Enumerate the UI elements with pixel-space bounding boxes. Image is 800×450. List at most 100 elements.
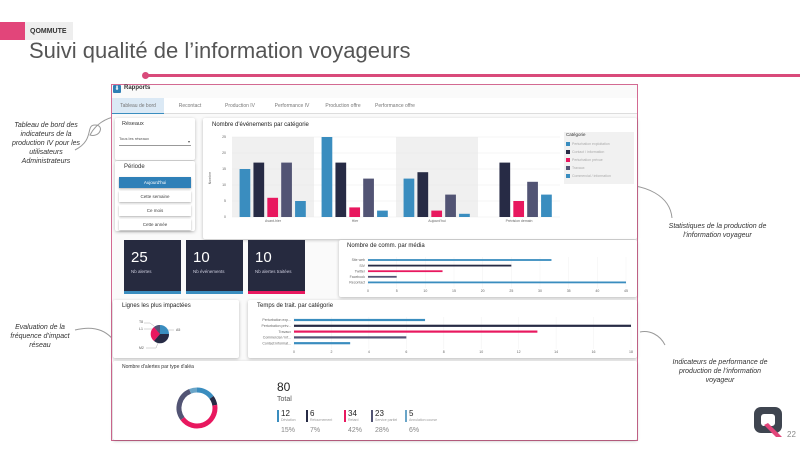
legend-item[interactable]: Travaux — [566, 164, 611, 172]
bar-1-2 — [417, 172, 429, 217]
bar-1-1 — [335, 162, 347, 217]
kpi-nb-evenements[interactable]: 10 Nb événements — [186, 240, 243, 294]
x-tick-label: 12 — [517, 350, 521, 354]
tab-tableau-de-bord[interactable]: Tableau de bord — [112, 98, 164, 114]
legend-label: Travaux — [572, 166, 585, 170]
donut-segment-1 — [209, 395, 218, 406]
period-year-button[interactable]: Cette année — [119, 219, 191, 230]
bar-4 — [294, 342, 351, 345]
bar-3-3 — [527, 181, 538, 217]
tab-performance-iv[interactable]: Performance IV — [274, 103, 310, 109]
alert-type-stat: 12 Déviation 15% — [277, 410, 296, 434]
donut-segment-4 — [189, 387, 198, 394]
tab-recontact[interactable]: Recontact — [178, 103, 202, 109]
x-tick-label: 5 — [396, 289, 398, 293]
donut-segment-0 — [196, 387, 214, 400]
legend-swatch — [566, 150, 570, 154]
alertes-donut — [176, 387, 218, 429]
bar-4-2 — [459, 213, 470, 217]
x-tick-label: 18 — [629, 350, 633, 354]
media-chart-card — [339, 240, 637, 297]
y-tick-label: 20 — [222, 151, 226, 155]
bar-2 — [368, 270, 443, 273]
kpi-nb-alertes-traitees[interactable]: 10 Nb alertes traitées — [248, 240, 305, 294]
x-tick-label: 20 — [481, 289, 485, 293]
bar-0-2 — [403, 178, 415, 217]
legend-item[interactable]: Perturbation prévue — [566, 156, 611, 164]
bar-3 — [294, 336, 407, 339]
stat-percent: 42% — [348, 427, 363, 434]
alert-type-stat: 5 Annulation course 6% — [405, 409, 437, 434]
period-today-button[interactable]: Aujourd'hui — [119, 177, 191, 188]
tab-production-iv[interactable]: Production IV — [224, 103, 256, 109]
lignes-card — [113, 300, 239, 358]
x-tick-label: 0 — [293, 350, 295, 354]
y-tick-label: Perturbation prév... — [261, 324, 291, 328]
legend-label: Commercial / information — [572, 174, 611, 178]
x-tick-label: 0 — [367, 289, 369, 293]
legend-item[interactable]: Perturbation exploitation — [566, 140, 611, 148]
bar-0 — [368, 259, 552, 261]
legend-item[interactable]: Commercial / information — [566, 172, 611, 180]
temps-chart: 0 2 4 6 8 10 12 14 16 18 Perturbation exp... Pertur… — [261, 317, 633, 354]
y-tick-label: 10 — [222, 183, 226, 187]
y-axis-label: Nombre — [208, 172, 212, 185]
bar-0-0 — [239, 169, 251, 217]
bar-3-2 — [445, 194, 456, 217]
tab-performance-offre[interactable]: Performance offre — [375, 103, 415, 109]
stat-value: 5 — [409, 409, 414, 418]
lignes-title: Lignes les plus impactées — [122, 303, 191, 309]
reseaux-select[interactable]: Tous les réseaux ▾ — [119, 136, 191, 146]
kpi-value: 10 — [255, 249, 272, 266]
y-tick-label: Contact informat... — [262, 341, 291, 345]
bar-2-1 — [349, 207, 361, 217]
donut-segment-2 — [180, 404, 218, 429]
x-tick-label: 35 — [567, 289, 571, 293]
kpi-accent-bar — [186, 291, 243, 294]
events-chart-title: Nombre d'événements par catégorie — [212, 122, 309, 128]
period-month-button[interactable]: Ce mois — [119, 205, 191, 216]
x-tick-label: 14 — [554, 350, 558, 354]
reseaux-select-value: Tous les réseaux — [119, 136, 150, 141]
bar-3-1 — [363, 178, 374, 217]
legend-swatch — [566, 158, 570, 162]
bar-3-0 — [281, 162, 292, 217]
x-tick-label: 45 — [624, 289, 628, 293]
annotation-statistics: Statistiques de la production de l’infor… — [668, 223, 767, 239]
stat-label: Service partiel — [375, 418, 398, 422]
events-legend-title: Catégorie — [566, 132, 586, 137]
bar-0 — [294, 318, 426, 322]
reseaux-label: Réseaux — [122, 121, 144, 127]
alert-type-stat: 6 Retournement 7% — [306, 410, 332, 434]
brand-accent-block — [0, 22, 25, 40]
period-week-button[interactable]: Cette semaine — [119, 191, 191, 202]
y-tick-label: 0 — [224, 215, 226, 219]
x-tick-label: Prévision demain — [506, 219, 533, 223]
temps-chart-card — [248, 300, 637, 358]
tab-production-offre[interactable]: Production offre — [325, 103, 361, 109]
pie-label: A5 — [176, 328, 181, 332]
bar-4-1 — [377, 210, 388, 217]
title-underline-dot — [142, 72, 149, 79]
kpi-label: Nb alertes traitées — [255, 269, 292, 274]
pie-label: M2 — [139, 346, 144, 350]
kpi-label: Nb événements — [193, 269, 225, 274]
temps-chart-title: Temps de trait. par catégorie — [257, 303, 334, 309]
alert-type-stat: 34 Retard 42% — [344, 410, 362, 434]
legend-swatch — [566, 174, 570, 178]
kpi-nb-alertes[interactable]: 25 Nb alertes — [124, 240, 181, 294]
bar-2-2 — [431, 210, 443, 217]
bar-4 — [368, 281, 626, 284]
x-tick-label: Hier — [352, 219, 359, 223]
x-tick-label: 40 — [595, 289, 599, 293]
bar-2-3 — [513, 201, 525, 217]
alert-type-stat: 23 Service partiel 28% — [371, 410, 398, 434]
kpi-accent-bar — [248, 291, 305, 294]
stat-percent: 28% — [375, 427, 390, 434]
x-tick-label: 25 — [509, 289, 513, 293]
alertes-total-label: Total — [277, 396, 292, 403]
bar-0-1 — [321, 137, 333, 217]
legend-item[interactable]: Contact / information — [566, 148, 611, 156]
y-tick-label: SIV — [359, 264, 365, 268]
y-tick-label: Recontact — [349, 281, 365, 285]
